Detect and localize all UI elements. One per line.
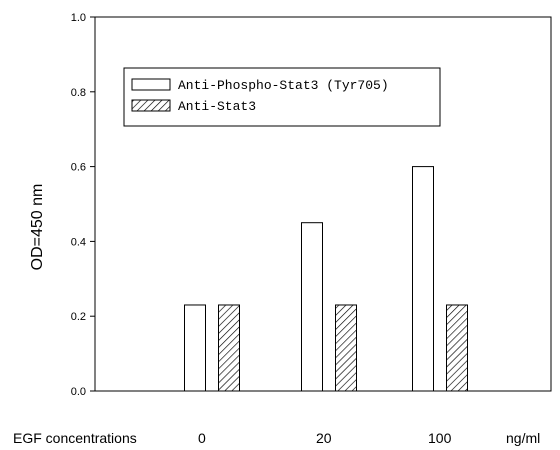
y-tick-label: 0.2	[71, 311, 86, 323]
legend-label-stat3: Anti-Stat3	[178, 99, 256, 114]
bar-phospho-stat3-20	[301, 222, 323, 392]
x-axis-title: EGF concentrations	[13, 430, 137, 446]
y-axis-title: OD=450 nm	[29, 184, 46, 271]
bars	[184, 166, 468, 392]
x-tick-label-100: 100	[428, 430, 452, 446]
x-tick-label-20: 20	[316, 430, 332, 446]
bar-phospho-stat3-0	[184, 304, 206, 392]
bar-stat3-20	[335, 304, 357, 392]
y-tick-label: 0.0	[71, 386, 86, 398]
legend-box	[123, 67, 441, 127]
y-axis-ticks: 0.0 0.2 0.4 0.6 0.8 1.0	[71, 12, 95, 398]
y-tick-label: 0.4	[71, 236, 86, 248]
bar-stat3-100	[446, 304, 468, 392]
legend-swatch-phospho	[131, 78, 171, 91]
legend: Anti-Phospho-Stat3 (Tyr705) Anti-Stat3	[123, 67, 441, 127]
y-tick-label: 0.6	[71, 162, 86, 174]
y-tick-label: 1.0	[71, 12, 86, 24]
x-unit-label: ng/ml	[506, 430, 541, 446]
legend-swatch-stat3	[131, 99, 171, 112]
legend-label-phospho: Anti-Phospho-Stat3 (Tyr705)	[178, 78, 389, 93]
x-tick-label-0: 0	[198, 430, 206, 446]
y-tick-label: 0.8	[71, 87, 86, 99]
bar-stat3-0	[218, 304, 240, 392]
bar-phospho-stat3-100	[412, 166, 434, 392]
